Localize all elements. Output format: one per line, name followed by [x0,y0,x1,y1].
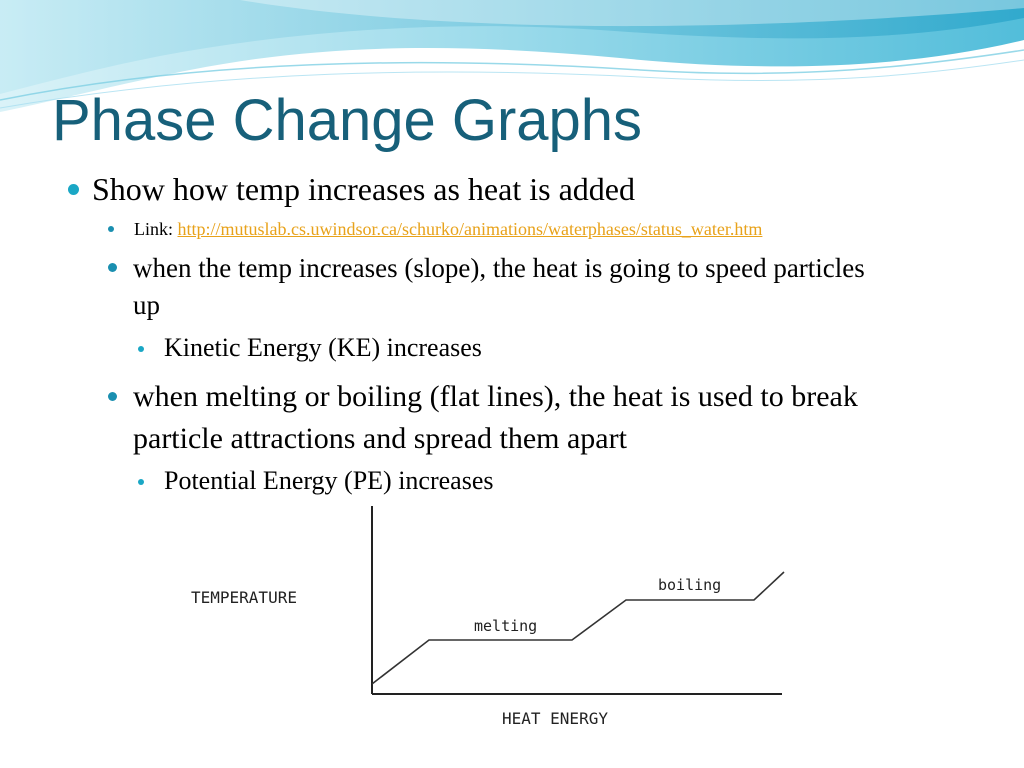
bullet-pe-text: Potential Energy (PE) increases [164,466,494,495]
bullet-pe: Potential Energy (PE) increases [138,465,493,497]
bullet-dot-icon [68,184,79,195]
melting-label: melting [474,617,537,635]
bullet-slope: when the temp increases (slope), the hea… [108,250,888,324]
bullet-dot-icon [108,226,114,232]
bullet-dot-icon [108,263,117,272]
bullet-slope-text: when the temp increases (slope), the hea… [133,253,865,320]
bullet-dot-icon [138,346,144,352]
bullet-ke: Kinetic Energy (KE) increases [138,332,482,364]
heating-curve [371,571,785,685]
header-wave-decoration [0,0,1024,112]
phase-change-graph: TEMPERATURE HEAT ENERGY melting boiling [188,504,786,736]
bullet-flat: when melting or boiling (flat lines), th… [108,376,888,460]
water-phases-link[interactable]: http://mutuslab.cs.uwindsor.ca/schurko/a… [177,219,763,239]
bullet-main-text: Show how temp increases as heat is added [92,171,635,207]
link-prefix: Link: [134,219,173,239]
bullet-link: Link: http://mutuslab.cs.uwindsor.ca/sch… [108,218,762,240]
bullet-ke-text: Kinetic Energy (KE) increases [164,333,482,362]
bullet-dot-icon [138,479,144,485]
graph-x-label: HEAT ENERGY [502,709,608,728]
graph-y-label: TEMPERATURE [191,588,297,607]
boiling-label: boiling [658,576,721,594]
bullet-flat-text: when melting or boiling (flat lines), th… [133,380,858,455]
slide-title: Phase Change Graphs [52,88,643,153]
bullet-main: Show how temp increases as heat is added [68,170,635,208]
bullet-dot-icon [108,392,117,401]
